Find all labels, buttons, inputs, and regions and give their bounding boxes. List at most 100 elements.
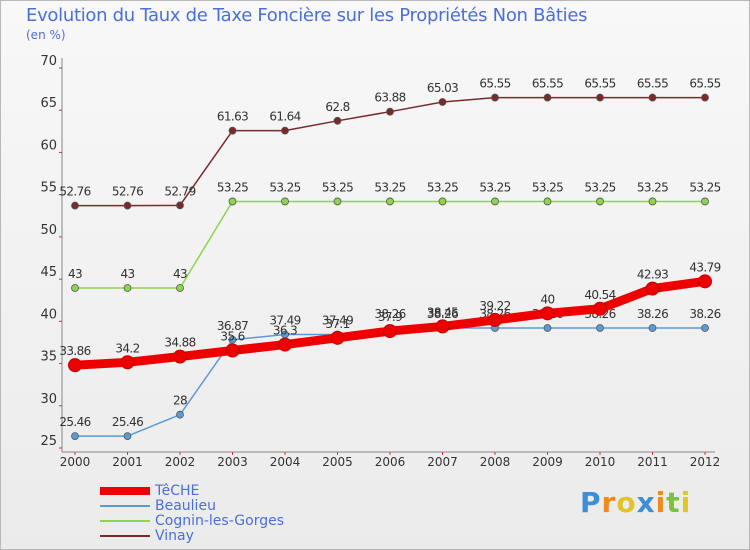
data-point [228,197,237,206]
y-tick-label: 70 [40,54,57,69]
data-label: 38.26 [689,307,720,321]
y-tick-label: 60 [40,138,57,153]
data-point [701,197,709,206]
legend-label: TêCHE [155,483,200,499]
data-label: 53.25 [689,180,720,194]
logo-letter: i [680,486,692,519]
data-label: 53.25 [217,180,248,194]
y-tick-label: 25 [40,434,57,449]
logo-letter: o [616,486,637,519]
data-point [333,197,342,206]
data-point [281,126,289,135]
data-label: 43 [68,267,82,281]
data-point [123,201,132,210]
series-line-cognin-les-gorges [74,200,706,289]
data-label: 65.03 [427,81,458,95]
y-tick-label: 30 [40,392,57,407]
data-point [596,324,604,332]
data-point [543,324,552,332]
data-point [435,319,450,334]
data-point [701,93,709,102]
data-point [648,93,657,102]
data-point [596,93,604,102]
data-point [491,93,499,102]
legend-label: Vinay [155,528,194,544]
data-label: 38.26 [374,307,405,321]
data-label: 43 [173,267,187,281]
data-label: 61.64 [269,110,300,124]
data-label: 40 [540,292,554,306]
data-label: 36.87 [217,319,248,333]
data-label: 34.2 [115,341,139,355]
data-point [228,335,237,344]
data-label: 40.54 [584,288,615,302]
data-point [278,337,292,352]
data-label: 38.26 [427,307,458,321]
x-tick-label: 2003 [217,455,248,469]
x-tick-label: 2011 [637,455,668,469]
data-label: 53.25 [322,180,353,194]
data-point [645,281,660,296]
x-tick-label: 2000 [60,455,91,469]
y-axis-unit: (en %) [26,28,66,42]
data-label: 34.88 [164,336,195,350]
data-point [383,324,397,339]
data-label: 33.86 [59,344,90,358]
x-tick-label: 2006 [375,455,406,469]
x-tick-label: 2002 [165,455,196,469]
x-tick-label: 2001 [112,455,143,469]
data-label: 53.25 [427,180,458,194]
x-tick-label: 2005 [322,455,353,469]
logo-letter: x [636,486,656,519]
legend-swatch [100,487,150,495]
logo-letter: i [655,486,667,519]
logo-letter: r [601,486,617,519]
data-point [173,349,187,364]
data-label: 53.25 [479,180,510,194]
data-label: 65.55 [637,77,668,91]
data-label: 53.25 [269,180,300,194]
data-point [386,197,394,206]
data-label: 42.93 [637,268,668,282]
data-label: 37.49 [269,314,300,328]
data-label: 38.26 [637,307,668,321]
data-point [330,330,345,345]
data-label: 65.55 [479,77,510,91]
data-label: 62.8 [325,100,349,114]
logo-letter: P [580,486,602,519]
logo-letter: t [666,486,681,519]
x-tick-label: 2007 [427,455,458,469]
data-point [68,358,82,373]
data-label: 43 [120,267,134,281]
data-point [491,197,499,206]
data-label: 53.25 [584,180,615,194]
data-point [228,126,237,135]
data-point [540,306,555,321]
data-label: 65.55 [689,77,720,91]
data-label: 35.6 [220,329,244,343]
data-point [71,432,79,441]
data-point [488,312,502,327]
data-point [648,197,657,206]
data-point [176,410,184,419]
data-label: 63.88 [374,91,405,105]
data-label: 52.79 [164,184,195,198]
y-tick-label: 35 [40,350,57,365]
x-tick-label: 2004 [270,455,301,469]
data-point [123,432,132,441]
data-point [225,343,240,358]
data-label: 28 [173,394,187,408]
data-point [701,324,709,332]
x-tick-label: 2012 [690,455,721,469]
legend-swatch [100,535,150,537]
x-tick-label: 2008 [480,455,511,469]
data-point [333,116,342,125]
data-label: 43.79 [689,260,720,274]
data-point [386,107,394,116]
data-label: 39.22 [479,299,510,313]
data-point [593,301,607,316]
data-point [438,98,447,106]
data-label: 52.76 [112,185,143,199]
data-point [648,324,657,332]
